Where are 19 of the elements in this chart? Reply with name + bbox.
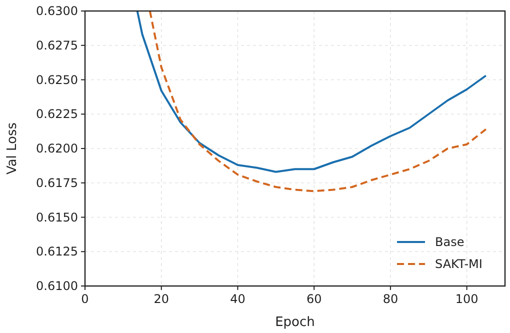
legend-label: SAKT-MI xyxy=(435,257,482,271)
y-tick-label: 0.6200 xyxy=(36,142,78,156)
y-tick-label: 0.6125 xyxy=(36,244,78,259)
x-tick-label: 80 xyxy=(382,292,398,306)
y-tick-label: 0.6175 xyxy=(36,176,78,190)
y-tick-label: 0.6225 xyxy=(36,107,78,122)
y-tick-label: 0.6250 xyxy=(36,72,78,87)
legend-label: Base xyxy=(435,235,464,249)
y-tick-label: 0.6100 xyxy=(36,279,78,293)
y-tick-label: 0.6275 xyxy=(36,38,78,52)
y-tick-label: 0.6150 xyxy=(36,210,78,224)
x-tick-label: 100 xyxy=(455,292,478,306)
x-tick-label: 0 xyxy=(81,292,89,306)
y-tick-label: 0.6300 xyxy=(36,4,78,18)
x-tick-label: 60 xyxy=(306,292,322,306)
x-tick-label: 20 xyxy=(154,292,170,306)
y-axis-title: Val Loss xyxy=(5,122,20,175)
x-axis-title: Epoch xyxy=(275,315,315,330)
x-tick-label: 40 xyxy=(230,292,246,306)
